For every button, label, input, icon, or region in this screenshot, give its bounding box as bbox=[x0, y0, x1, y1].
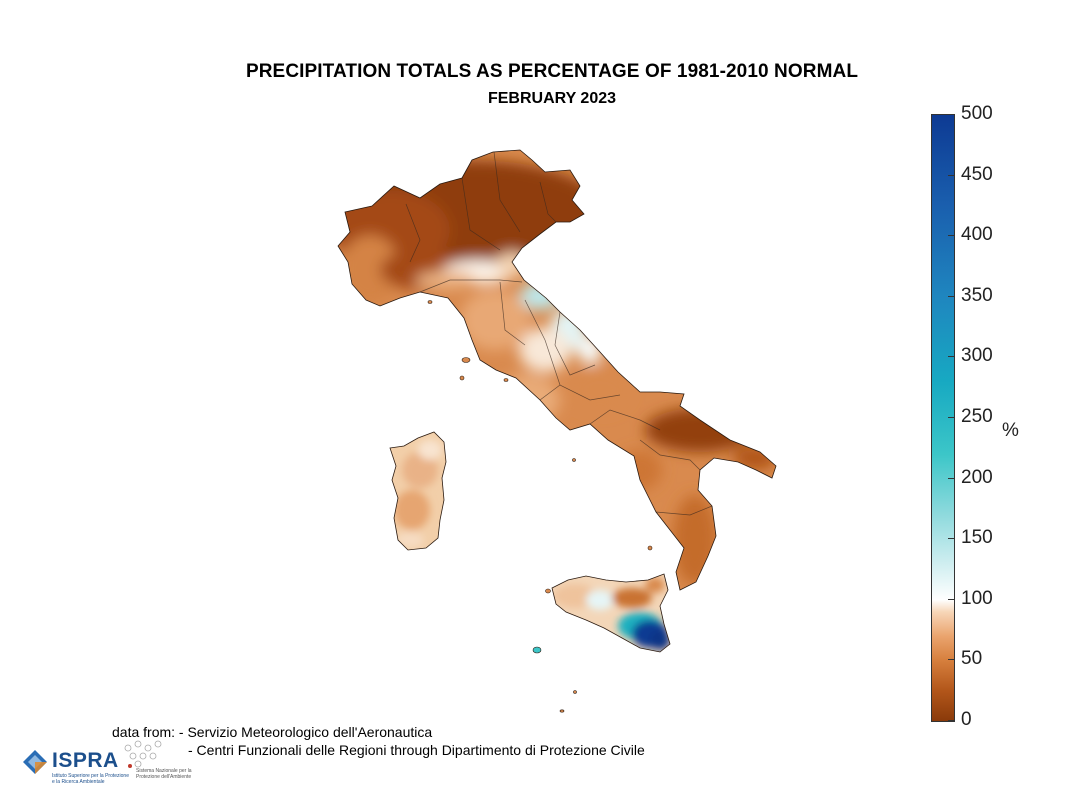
colorbar-unit: % bbox=[1002, 420, 1019, 441]
ispra-logo-icon bbox=[23, 750, 47, 774]
colorbar-tick-mark bbox=[948, 174, 954, 176]
colorbar-tick-mark bbox=[948, 295, 954, 297]
colorbar bbox=[931, 114, 955, 722]
colorbar-tick-label: 300 bbox=[961, 345, 993, 367]
data-source: data from: - Servizio Meteorologico dell… bbox=[112, 723, 645, 759]
colorbar-tick-mark bbox=[948, 659, 954, 661]
colorbar-tick-label: 50 bbox=[961, 648, 983, 670]
map-title: PRECIPITATION TOTALS AS PERCENTAGE OF 19… bbox=[245, 61, 859, 82]
small-islands bbox=[427, 300, 653, 713]
colorbar-tick-label: 200 bbox=[961, 466, 993, 488]
snpa-subtitle: Sistema Nazionale per la Protezione dell… bbox=[136, 768, 192, 780]
colorbar-tick-label: 350 bbox=[961, 284, 993, 306]
colorbar-tick-mark bbox=[948, 598, 954, 600]
snpa-logo-icon bbox=[124, 740, 162, 768]
map-subtitle: FEBRUARY 2023 bbox=[487, 90, 617, 107]
colorbar-tick-mark bbox=[948, 477, 954, 479]
colorbar-tick-mark bbox=[948, 114, 954, 115]
colorbar-tick-mark bbox=[948, 235, 954, 237]
ispra-logo: ISPRA Istituto Superiore per la Protezio… bbox=[22, 747, 129, 787]
ispra-subtitle: Istituto Superiore per la Protezione e l… bbox=[52, 773, 129, 785]
ispra-wordmark: ISPRA bbox=[52, 749, 119, 772]
source-line-1: data from: - Servizio Meteorologico dell… bbox=[112, 724, 433, 740]
colorbar-tick-label: 500 bbox=[961, 103, 993, 124]
colorbar-tick-label: 100 bbox=[961, 587, 993, 609]
colorbar-tick-mark bbox=[948, 720, 954, 721]
mainland-outline bbox=[337, 149, 777, 591]
sardinia-outline bbox=[389, 431, 447, 551]
colorbar-tick-label: 250 bbox=[961, 406, 993, 427]
colorbar-tick-label: 0 bbox=[961, 709, 972, 730]
colorbar-tick-mark bbox=[948, 538, 954, 540]
snpa-logo: Sistema Nazionale per la Protezione dell… bbox=[120, 738, 200, 788]
colorbar-tick-mark bbox=[948, 417, 954, 418]
sicily-outline bbox=[551, 573, 671, 653]
sicily bbox=[552, 574, 670, 652]
colorbar-tick-mark bbox=[948, 356, 954, 358]
sardinia bbox=[390, 432, 446, 550]
colorbar-tick-label: 400 bbox=[961, 224, 993, 246]
colorbar-tick-label: 450 bbox=[961, 163, 993, 185]
colorbar-tick-label: 150 bbox=[961, 527, 993, 549]
source-line-2: - Centri Funzionali delle Regioni throug… bbox=[188, 742, 645, 758]
